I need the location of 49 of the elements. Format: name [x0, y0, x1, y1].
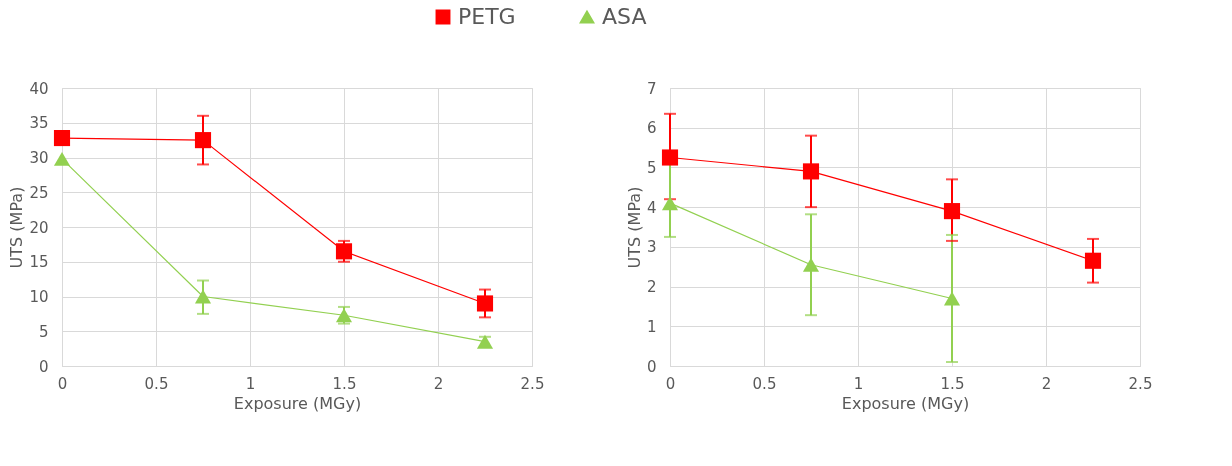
point — [1084, 252, 1102, 269]
point — [943, 203, 961, 220]
legend-label: PETG — [458, 4, 516, 29]
x-tick-label: 0 — [665, 374, 676, 393]
y-tick-label: 25 — [29, 183, 49, 202]
x-tick-label: 1.5 — [940, 374, 965, 393]
y-axis-title: UTS (MPa) — [7, 186, 27, 269]
point — [476, 334, 494, 349]
point — [802, 163, 820, 180]
x-tick-label: 1 — [245, 374, 256, 393]
point — [661, 149, 679, 166]
y-tick-label: 6 — [646, 119, 657, 138]
x-tick-label: 1 — [853, 374, 864, 393]
x-tick-label: 2 — [1041, 374, 1052, 393]
x-tick-label: 2.5 — [520, 374, 545, 393]
y-tick-label: 40 — [29, 79, 49, 98]
point — [194, 132, 212, 149]
y-tick-label: 1 — [646, 317, 657, 336]
x-tick-label: 2 — [433, 374, 444, 393]
point — [53, 151, 71, 166]
y-tick-label: 7 — [646, 79, 657, 98]
x-tick-label: 1.5 — [332, 374, 357, 393]
x-tick-label: 0.5 — [144, 374, 169, 393]
point — [53, 129, 71, 147]
point — [194, 289, 212, 304]
y-tick-label: 10 — [29, 288, 49, 306]
y-tick-label: 5 — [38, 322, 49, 341]
point — [476, 295, 494, 312]
y-tick-label: 30 — [29, 149, 49, 167]
point — [661, 196, 679, 211]
y-tick-label: 0 — [646, 357, 657, 376]
y-tick-label: 2 — [646, 278, 657, 297]
y-tick-label: 0 — [38, 357, 49, 376]
x-tick-label: 2.5 — [1128, 374, 1153, 393]
y-axis-title: UTS (MPa) — [624, 186, 644, 269]
point — [335, 243, 353, 260]
point — [943, 291, 961, 306]
y-tick-label: 4 — [646, 198, 657, 217]
x-axis-title: Exposure (MGy) — [841, 393, 970, 413]
y-tick-label: 35 — [29, 114, 49, 133]
y-tick-label: 20 — [29, 218, 49, 237]
y-tick-label: 3 — [646, 238, 657, 257]
point — [802, 257, 820, 272]
legend-label: ASA — [602, 4, 647, 29]
x-tick-label: 0.5 — [752, 374, 777, 393]
y-tick-label: 15 — [29, 253, 49, 272]
x-axis-title: Exposure (MGy) — [233, 393, 362, 413]
y-tick-label: 5 — [646, 158, 657, 177]
x-tick-label: 0 — [57, 374, 68, 393]
